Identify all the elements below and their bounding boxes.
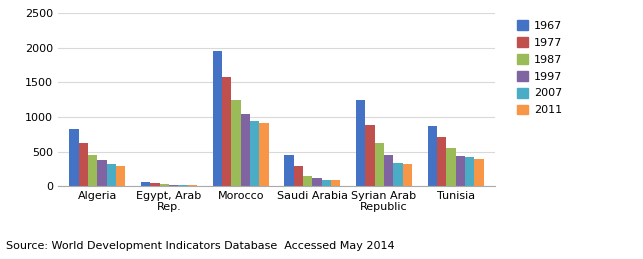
Bar [428,126,437,186]
Bar [322,179,331,186]
Bar [178,185,188,186]
Bar [88,155,97,186]
Bar [312,178,322,186]
Bar [78,143,88,186]
Bar [331,180,340,186]
Bar [107,164,116,186]
Bar [150,183,159,186]
Bar [294,166,303,186]
Bar [169,185,178,186]
Bar [231,100,240,186]
Bar [240,114,250,186]
Bar [475,159,484,186]
Bar [222,77,231,186]
Bar [394,163,403,186]
Bar [365,125,375,186]
Bar [213,51,222,186]
Text: Source: World Development Indicators Database  Accessed May 2014: Source: World Development Indicators Dat… [6,241,395,251]
Bar [69,129,78,186]
Bar [375,143,384,186]
Bar [159,184,169,186]
Legend: 1967, 1977, 1987, 1997, 2007, 2011: 1967, 1977, 1987, 1997, 2007, 2011 [514,17,565,119]
Bar [259,123,269,186]
Bar [465,157,475,186]
Bar [403,164,412,186]
Bar [250,120,259,186]
Bar [97,160,107,186]
Bar [303,176,312,186]
Bar [188,185,197,186]
Bar [446,148,456,186]
Bar [456,156,465,186]
Bar [384,155,394,186]
Bar [284,155,294,186]
Bar [141,182,150,186]
Bar [116,166,125,186]
Bar [437,137,446,186]
Bar [356,100,365,186]
